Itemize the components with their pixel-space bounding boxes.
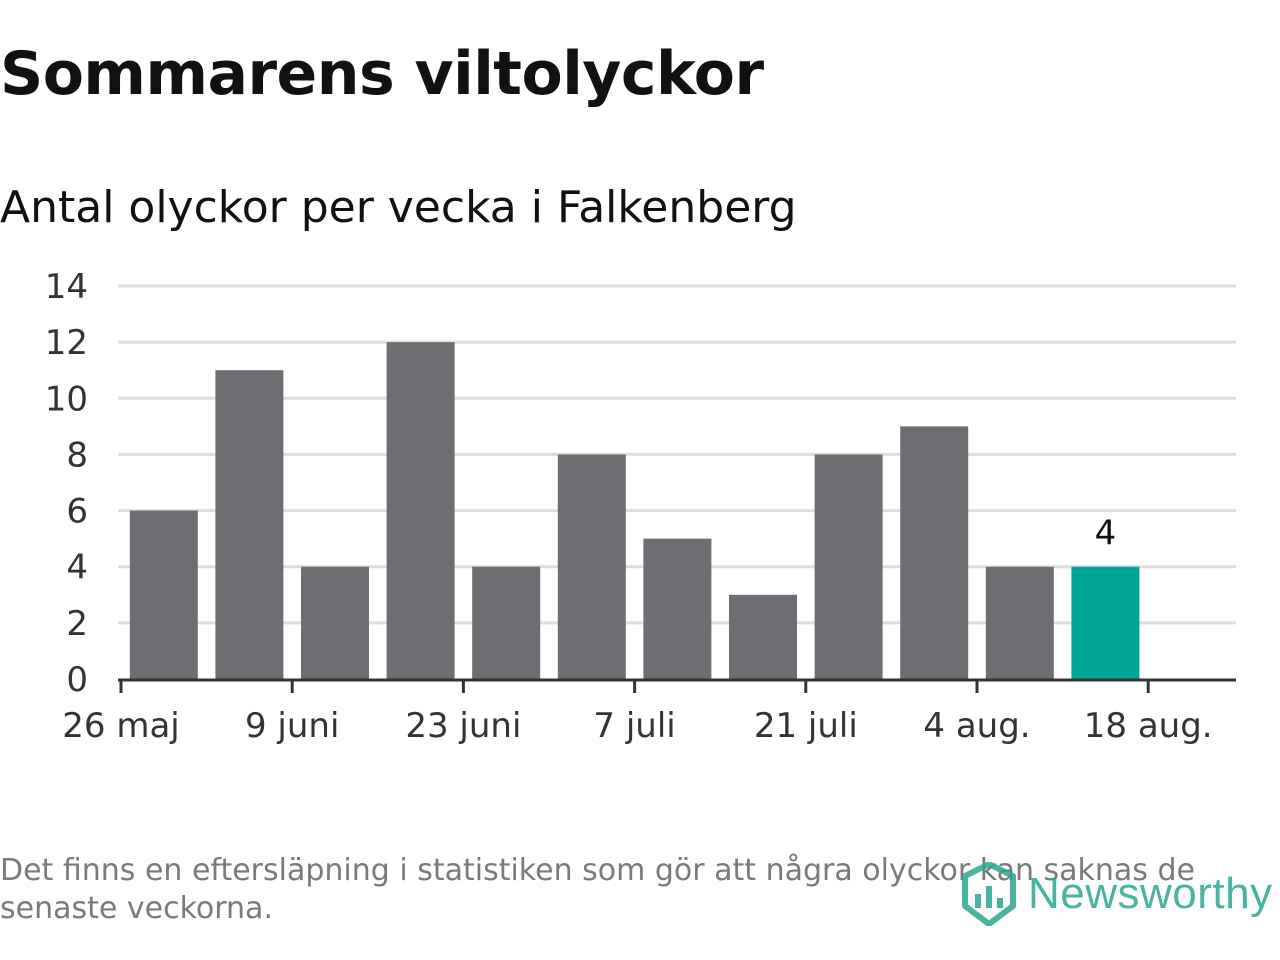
chart-title: Sommarens viltolyckor	[0, 39, 764, 109]
y-tick-label: 12	[45, 323, 88, 363]
x-tick-label: 26 maj	[62, 706, 179, 746]
y-tick-label: 0	[66, 660, 88, 700]
newsworthy-logo-icon	[962, 862, 1016, 926]
bar	[985, 566, 1054, 679]
y-tick-label: 4	[66, 548, 88, 588]
bar	[301, 566, 369, 679]
bar-chart: 0 2 4 6 8 10 12 14 26 maj 9 juni 23 juni 7 juli 21 …	[45, 267, 1236, 746]
y-tick-label: 6	[66, 492, 88, 532]
newsworthy-logo-text: Newsworthy	[1028, 869, 1273, 918]
x-tick-label: 23 juni	[405, 706, 521, 746]
bar	[643, 538, 712, 679]
y-tick-label: 8	[66, 435, 88, 475]
y-axis-labels: 0 2 4 6 8 10 12 14	[45, 267, 88, 700]
bar	[129, 510, 198, 679]
bar	[729, 594, 797, 679]
newsworthy-logo: Newsworthy	[962, 862, 1273, 926]
bar	[557, 454, 626, 679]
data-labels: 4	[1095, 514, 1117, 554]
x-axis	[118, 678, 1236, 693]
bars	[129, 342, 1140, 679]
bar	[814, 454, 883, 679]
bar	[1071, 566, 1140, 679]
data-label: 4	[1095, 514, 1117, 554]
x-tick-label: 7 juli	[593, 706, 675, 746]
chart-subtitle: Antal olyckor per vecka i Falkenberg	[0, 182, 797, 233]
x-tick-label: 4 aug.	[923, 706, 1030, 746]
x-tick-label: 18 aug.	[1084, 706, 1213, 746]
bar	[386, 342, 455, 679]
y-tick-label: 14	[45, 267, 88, 307]
bar	[215, 370, 284, 679]
x-tick-label: 21 juli	[754, 706, 858, 746]
y-tick-label: 2	[66, 604, 88, 644]
bar	[472, 566, 541, 679]
x-axis-labels: 26 maj 9 juni 23 juni 7 juli 21 juli 4 aug. 18…	[62, 706, 1212, 746]
y-tick-label: 10	[45, 379, 88, 419]
x-tick-label: 9 juni	[245, 706, 339, 746]
bar	[900, 426, 969, 679]
